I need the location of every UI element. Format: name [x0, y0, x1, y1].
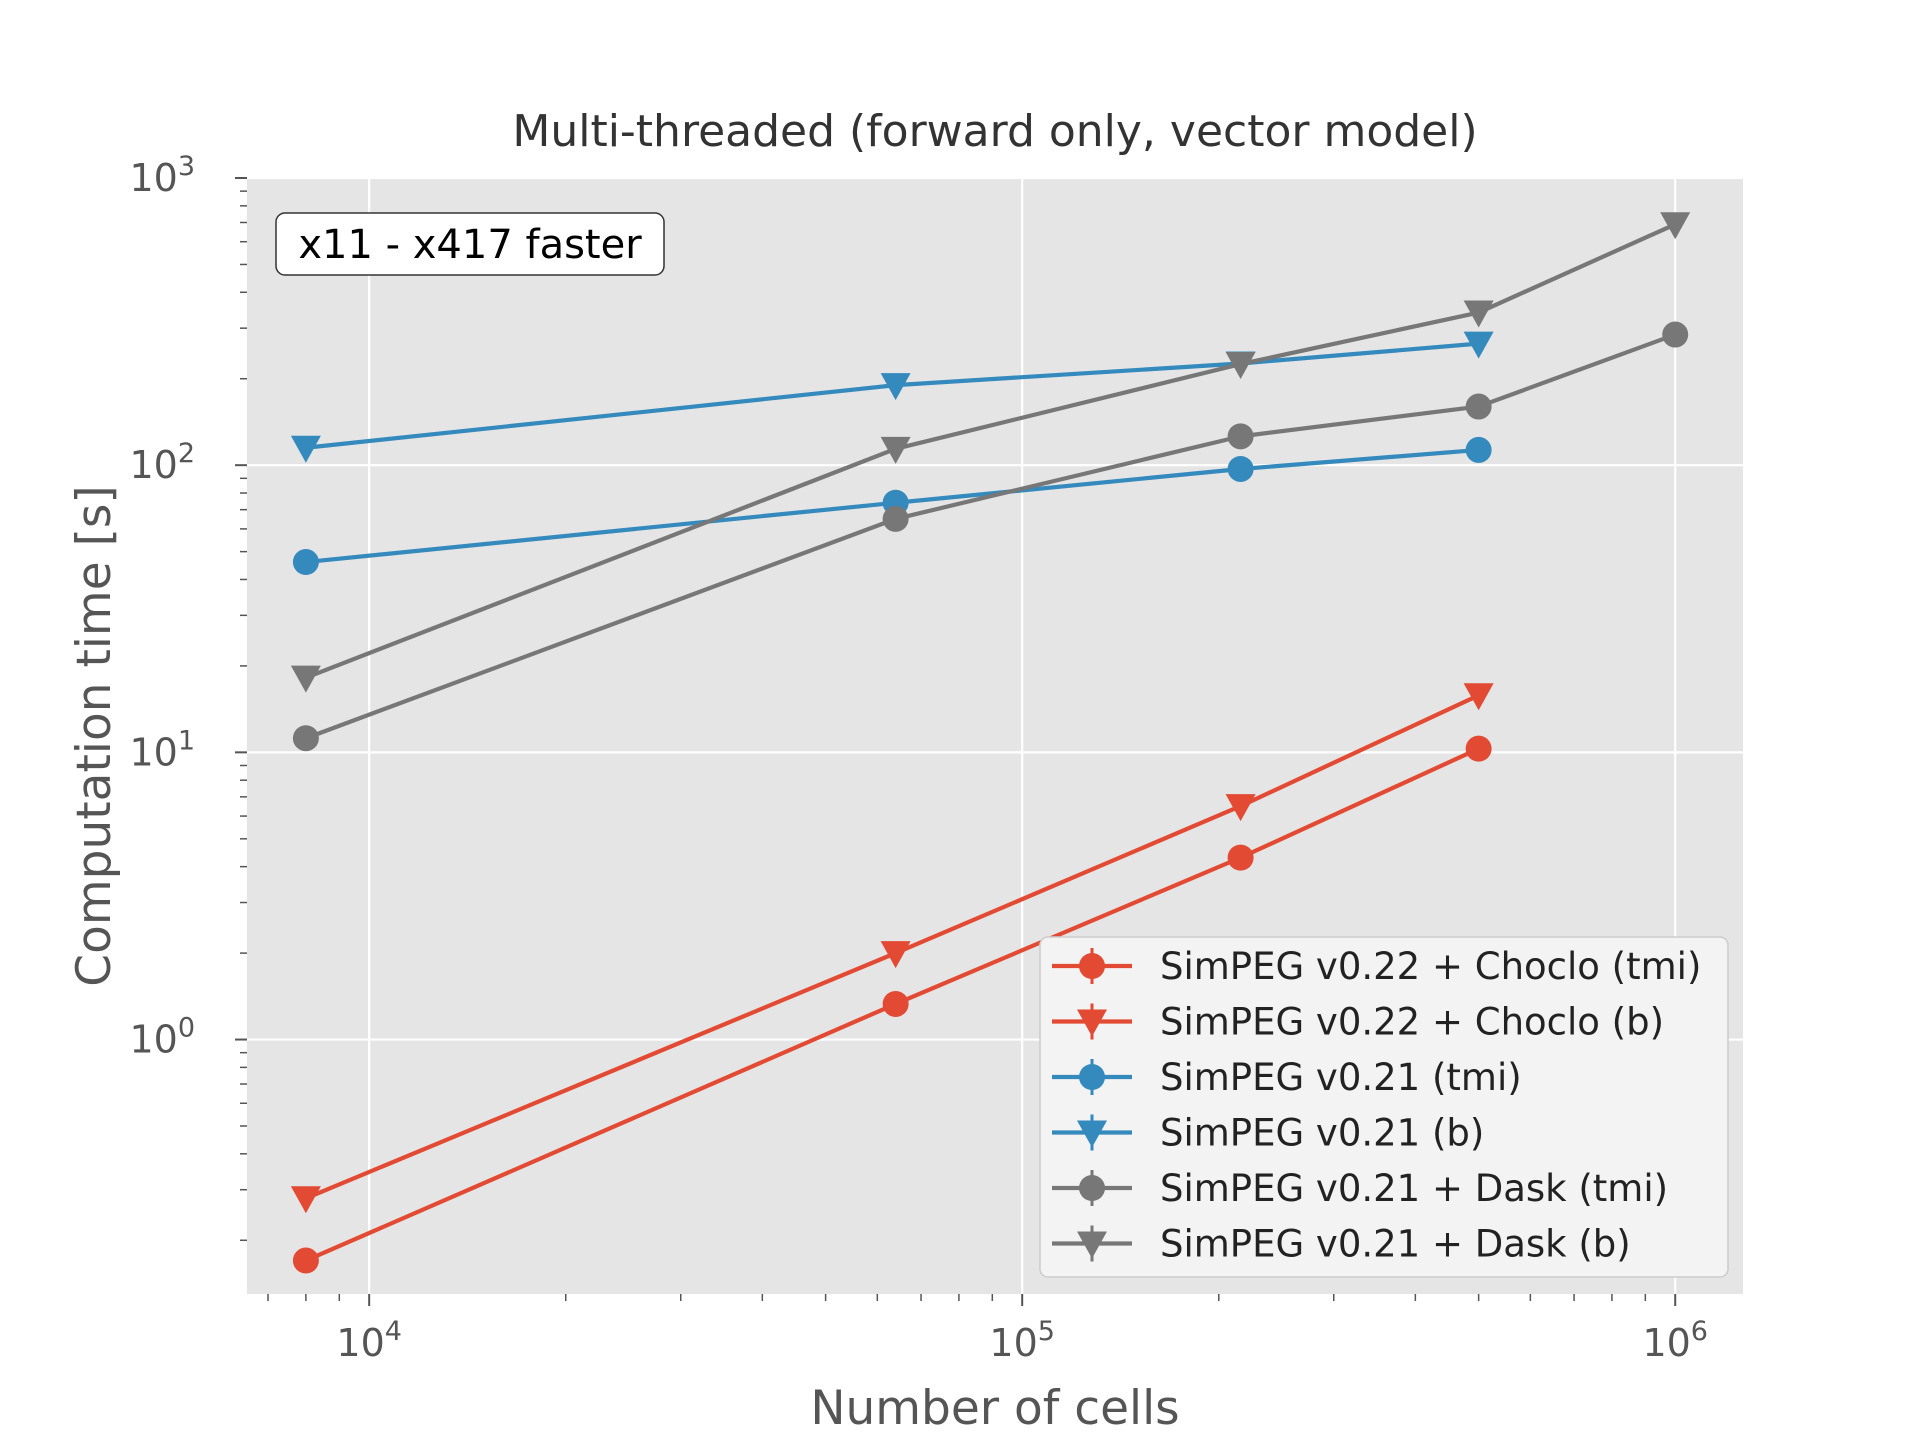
x-tick-label: 105	[989, 1316, 1055, 1365]
series-5	[290, 212, 1691, 693]
series-line	[305, 693, 1480, 1201]
x-tick-label: 104	[336, 1316, 402, 1365]
legend-marker	[1077, 1120, 1107, 1148]
y-tick-label: 102	[129, 438, 195, 487]
axes: 104 105 106 100 101 102 103	[129, 151, 1708, 1365]
data-point	[290, 435, 321, 463]
data-point	[1227, 844, 1254, 871]
data-point	[1465, 735, 1492, 762]
x-tick-label: 106	[1642, 1316, 1708, 1365]
legend-entry: SimPEG v0.22 + Choclo (b)	[1052, 1001, 1664, 1044]
legend-entry: SimPEG v0.21 (tmi)	[1052, 1056, 1522, 1099]
legend-marker	[1077, 1009, 1107, 1037]
data-point	[1463, 300, 1494, 328]
legend-entry: SimPEG v0.21 + Dask (tmi)	[1052, 1167, 1668, 1210]
series-line	[305, 341, 1479, 450]
y-tick-label: 100	[129, 1013, 195, 1062]
y-tick-label: 101	[129, 725, 195, 774]
data-point	[1225, 794, 1256, 822]
y-tick-label: 103	[129, 151, 195, 200]
legend-entry: SimPEG v0.21 (b)	[1052, 1112, 1484, 1155]
data-point	[880, 941, 911, 969]
series-1	[290, 683, 1494, 1214]
legend-marker	[1077, 1231, 1107, 1259]
data-point	[1662, 321, 1689, 348]
data-point	[1465, 393, 1492, 420]
data-point	[292, 1247, 319, 1274]
legend: SimPEG v0.22 + Choclo (tmi) SimPEG v0.22 …	[1039, 936, 1729, 1278]
legend-entries: SimPEG v0.22 + Choclo (tmi) SimPEG v0.22 …	[1052, 945, 1701, 1266]
y-axis-title: Computation time [s]	[67, 485, 122, 986]
data-point	[1463, 331, 1494, 359]
legend-label: SimPEG v0.21 + Dask (tmi)	[1160, 1167, 1668, 1210]
data-point	[882, 990, 909, 1017]
annotation-text: x11 - x417 faster	[298, 222, 642, 268]
series-line	[305, 746, 1480, 1263]
legend-frame	[1039, 936, 1729, 1278]
data-point	[1225, 352, 1256, 380]
data-point	[1660, 212, 1691, 240]
grid-lines	[247, 176, 1743, 1294]
data-point	[1463, 683, 1494, 711]
data-point	[292, 725, 319, 752]
legend-label: SimPEG v0.21 (b)	[1160, 1112, 1484, 1155]
data-point	[1227, 423, 1254, 450]
series-4	[292, 321, 1689, 752]
legend-entry: SimPEG v0.21 + Dask (b)	[1052, 1223, 1631, 1266]
legend-marker	[1079, 1175, 1105, 1201]
data-point	[290, 1186, 321, 1214]
x-axis-title: Number of cells	[810, 1381, 1179, 1436]
series-line	[305, 447, 1479, 565]
legend-label: SimPEG v0.21 + Dask (b)	[1160, 1223, 1631, 1266]
legend-entry: SimPEG v0.22 + Choclo (tmi)	[1052, 945, 1701, 988]
data-point	[292, 549, 319, 576]
data-point	[880, 373, 911, 401]
annotation-frame	[275, 212, 665, 276]
legend-marker	[1079, 953, 1105, 979]
legend-label: SimPEG v0.22 + Choclo (b)	[1160, 1001, 1664, 1044]
legend-marker	[1079, 1064, 1105, 1090]
series-0	[292, 735, 1492, 1274]
legend-label: SimPEG v0.21 (tmi)	[1160, 1056, 1522, 1099]
data-point	[290, 665, 321, 693]
annotation-box: x11 - x417 faster	[275, 212, 665, 276]
plot-series	[290, 212, 1691, 1274]
legend-label: SimPEG v0.22 + Choclo (tmi)	[1160, 945, 1701, 988]
chart-title: Multi-threaded (forward only, vector mod…	[512, 106, 1477, 157]
data-point	[1227, 455, 1254, 482]
data-point	[1465, 436, 1492, 463]
data-point	[880, 436, 911, 464]
data-point	[882, 505, 909, 532]
